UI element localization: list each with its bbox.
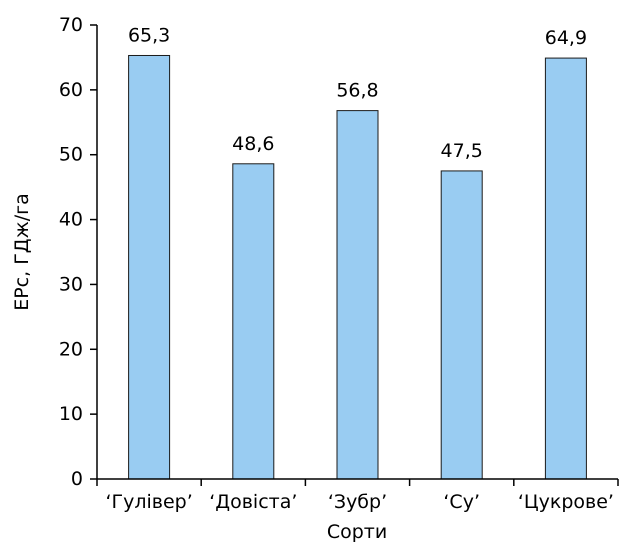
y-tick-label: 0 [71,468,83,490]
bar-value-label: 48,6 [232,133,274,155]
y-tick-label: 60 [59,79,83,101]
x-tick-label: ‘Су’ [443,491,480,513]
x-tick-label: ‘Зубр’ [328,491,387,513]
y-tick-label: 40 [59,209,83,231]
x-tick-label: ‘Цукрове’ [518,491,614,513]
y-axis-title: ЕРс, ГДж/га [11,193,33,311]
y-tick-label: 20 [59,338,83,360]
y-tick-label: 70 [59,14,83,36]
y-ticks-layer: 0 10 20 30 40 50 60 70 [59,14,97,490]
bar-value-label: 56,8 [336,80,378,102]
bar [232,163,275,480]
x-axis-title: Сорти [327,521,387,543]
bar-value-label: 64,9 [545,27,587,49]
y-tick-label: 50 [59,144,83,166]
bar [544,57,587,480]
y-tick-label: 10 [59,403,83,425]
axes-layer [96,25,618,480]
bar [336,110,379,480]
bar-value-label: 47,5 [441,140,483,162]
bar-value-label: 65,3 [128,24,170,46]
x-ticks-layer: ‘Гулівер’ ‘Довіста’ ‘Зубр’ ‘Су’ ‘Цукрове’ [96,479,619,513]
y-tick-label: 30 [59,273,83,295]
bars-layer [128,54,587,480]
x-tick-label: ‘Довіста’ [209,491,297,513]
x-tick-label: ‘Гулівер’ [105,491,192,513]
bar [440,170,483,480]
bar [128,54,171,480]
data-labels-layer: 65,3 48,6 56,8 47,5 64,9 [128,24,587,161]
